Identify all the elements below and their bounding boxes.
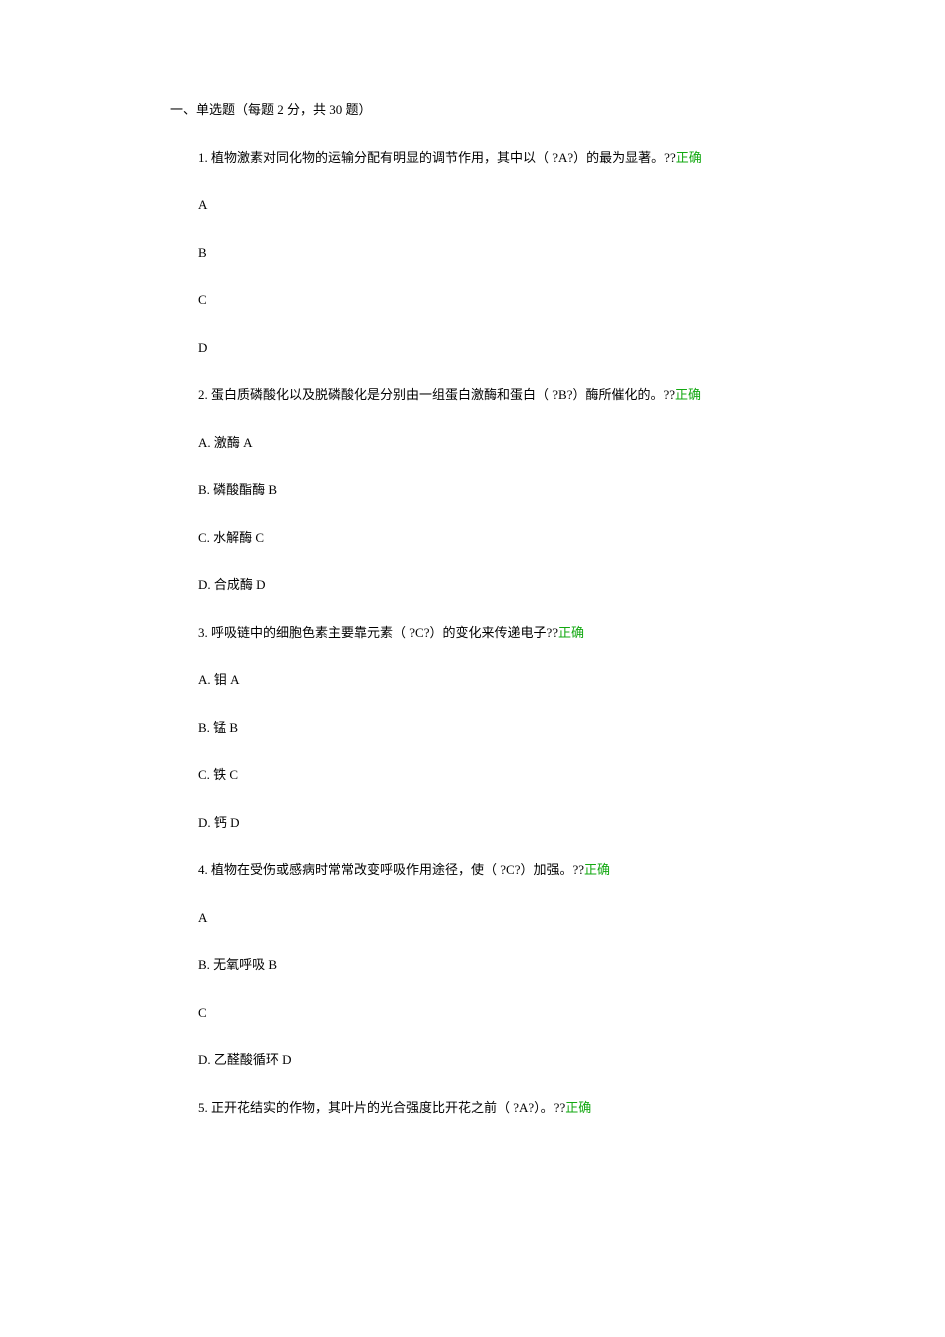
answer-option: D. 乙醛酸循环 D bbox=[198, 1050, 775, 1070]
answer-option: B bbox=[198, 243, 775, 263]
question-body: 2. 蛋白质磷酸化以及脱磷酸化是分别由一组蛋白激酶和蛋白（ ?B?）酶所催化的。… bbox=[198, 387, 675, 402]
question-body: 1. 植物激素对同化物的运输分配有明显的调节作用，其中以（ ?A?）的最为显著。… bbox=[198, 150, 676, 165]
answer-option: C. 铁 C bbox=[198, 765, 775, 785]
question-body: 5. 正开花结实的作物，其叶片的光合强度比开花之前（ ?A?）。?? bbox=[198, 1100, 565, 1115]
answer-option: C. 水解酶 C bbox=[198, 528, 775, 548]
question-text: 4. 植物在受伤或感病时常常改变呼吸作用途径，使（ ?C?）加强。??正确 bbox=[198, 860, 775, 880]
answer-status: 正确 bbox=[675, 387, 701, 402]
question-body: 4. 植物在受伤或感病时常常改变呼吸作用途径，使（ ?C?）加强。?? bbox=[198, 862, 584, 877]
answer-option: D. 钙 D bbox=[198, 813, 775, 833]
answer-option: B. 锰 B bbox=[198, 718, 775, 738]
answer-option: A bbox=[198, 908, 775, 928]
question-text: 1. 植物激素对同化物的运输分配有明显的调节作用，其中以（ ?A?）的最为显著。… bbox=[198, 148, 775, 168]
answer-option: D bbox=[198, 338, 775, 358]
answer-option: A. 激酶 A bbox=[198, 433, 775, 453]
answer-option: A. 钼 A bbox=[198, 670, 775, 690]
question-body: 3. 呼吸链中的细胞色素主要靠元素（ ?C?）的变化来传递电子?? bbox=[198, 625, 558, 640]
answer-option: B. 磷酸酯酶 B bbox=[198, 480, 775, 500]
question-text: 3. 呼吸链中的细胞色素主要靠元素（ ?C?）的变化来传递电子??正确 bbox=[198, 623, 775, 643]
answer-option: A bbox=[198, 195, 775, 215]
question-text: 2. 蛋白质磷酸化以及脱磷酸化是分别由一组蛋白激酶和蛋白（ ?B?）酶所催化的。… bbox=[198, 385, 775, 405]
answer-option: D. 合成酶 D bbox=[198, 575, 775, 595]
answer-status: 正确 bbox=[676, 150, 702, 165]
answer-option: B. 无氧呼吸 B bbox=[198, 955, 775, 975]
answer-option: C bbox=[198, 290, 775, 310]
answer-status: 正确 bbox=[584, 862, 610, 877]
question-text: 5. 正开花结实的作物，其叶片的光合强度比开花之前（ ?A?）。??正确 bbox=[198, 1098, 775, 1118]
answer-option: C bbox=[198, 1003, 775, 1023]
questions-container: 1. 植物激素对同化物的运输分配有明显的调节作用，其中以（ ?A?）的最为显著。… bbox=[170, 148, 775, 1118]
answer-status: 正确 bbox=[558, 625, 584, 640]
section-header: 一、单选题（每题 2 分，共 30 题） bbox=[170, 100, 775, 120]
answer-status: 正确 bbox=[565, 1100, 591, 1115]
